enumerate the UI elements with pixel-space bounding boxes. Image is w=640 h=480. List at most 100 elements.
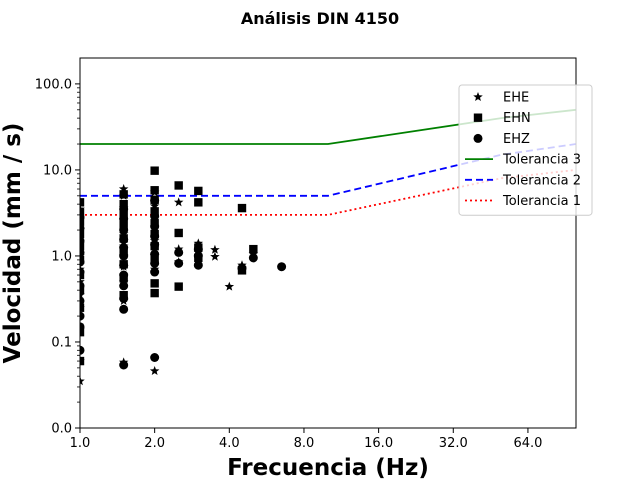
data-point-ehz [150,258,160,268]
x-tick-label: 64.0 [513,436,542,451]
data-point-ehz [80,212,85,222]
data-point-ehn [80,208,85,217]
data-point-ehn [119,199,128,209]
series-line-tolerancia-1 [80,169,576,216]
data-point-ehz [80,281,85,291]
data-point-ehe [210,244,220,254]
data-point-ehn [150,288,159,298]
x-tick-label: 4.0 [219,436,240,451]
data-points [80,166,287,386]
data-point-ehn [119,190,128,199]
chart-title: Análisis DIN 4150 [241,9,399,28]
data-point-ehe [210,251,220,261]
data-point-ehz [174,258,184,268]
x-tick-label: 8.0 [294,436,315,451]
data-point-ehz [119,235,129,245]
data-point-ehz [80,345,85,355]
data-point-ehz [119,214,129,224]
legend-marker-ehn [473,113,483,122]
data-point-ehn [150,207,159,216]
data-point-ehn [174,181,183,190]
data-point-ehz [119,304,129,314]
data-point-ehz [119,260,129,270]
legend-marker-ehz [473,133,483,143]
legend-label: Tolerancia 2 [502,173,581,188]
data-point-ehe [80,376,85,386]
data-point-ehe [173,197,184,207]
data-point-ehz [119,243,129,253]
data-point-ehn [80,198,85,207]
data-point-ehe [224,281,235,291]
data-point-ehz [80,322,85,332]
data-point-ehz [150,240,160,250]
data-point-ehn [150,279,159,288]
y-tick-label: 100.0 [35,77,72,92]
data-point-ehz [80,267,85,277]
data-point-ehz [193,244,203,254]
data-point-ehz [174,247,184,257]
data-point-ehn [80,285,85,295]
data-point-ehe [193,238,204,248]
plot-area [79,57,577,429]
legend-label: EHE [503,91,529,106]
data-point-ehn [194,198,203,207]
data-point-ehn [150,186,159,195]
data-point-ehz [150,196,160,206]
y-tick-label: 1.0 [51,249,72,264]
data-point-ehz [150,221,160,231]
data-point-ehn [80,217,85,226]
legend-label: EHZ [503,132,530,147]
y-axis-label: Velocidad (mm / s) [0,123,26,364]
data-point-ehz [119,251,129,261]
data-point-ehz [237,263,247,273]
data-point-ehz [80,223,85,233]
data-point-ehn [194,186,203,196]
x-tick-label: 2.0 [144,436,165,451]
data-point-ehz [193,251,203,261]
data-point-ehz [150,231,160,241]
legend-label: Tolerancia 3 [502,153,581,168]
data-point-ehe [149,201,160,211]
data-point-ehn [80,356,85,366]
data-point-ehz [80,311,85,321]
data-point-ehn [249,244,258,254]
data-point-ehz [119,270,129,280]
y-tick-label: 0.0 [51,422,72,437]
data-point-ehz [80,257,85,267]
data-point-ehz [119,204,129,214]
data-point-ehz [150,249,160,259]
data-point-ehz [80,236,85,246]
data-point-ehz [248,253,258,263]
data-point-ehz [119,360,129,370]
data-point-ehn [80,327,85,337]
data-point-ehz [80,296,85,306]
data-point-ehn [237,203,247,213]
data-point-ehz [80,247,85,257]
x-axis: 1.0 2.0 4.0 8.0 16.0 32.0 64.0 [70,428,542,451]
data-point-ehn [174,228,183,238]
x-tick-label: 16.0 [364,436,393,451]
legend-marker-ehe [473,92,483,102]
data-point-ehz [193,260,203,270]
legend-label: EHN [503,111,531,126]
data-point-ehz [119,281,129,291]
x-tick-label: 1.0 [70,436,91,451]
x-axis-label: Frecuencia (Hz) [227,455,429,480]
legend: EHE EHN EHZ Tolerancia 3 Tolerancia 2 Toleran… [458,84,593,216]
data-point-ehn [80,229,85,239]
data-point-ehe [118,184,129,194]
data-point-ehe [149,365,160,376]
legend-label: Tolerancia 1 [502,194,581,209]
data-point-ehz [150,352,160,362]
data-point-ehz [119,225,129,235]
data-point-ehn [150,166,159,175]
y-tick-label: 0.1 [51,335,72,350]
data-point-ehn [80,241,85,251]
plot-frame [79,57,577,429]
data-point-ehz [277,262,287,272]
legend-box [458,84,593,216]
data-point-ehn [119,220,128,230]
y-tick-label: 10.0 [43,163,72,178]
data-point-ehz [150,267,160,277]
